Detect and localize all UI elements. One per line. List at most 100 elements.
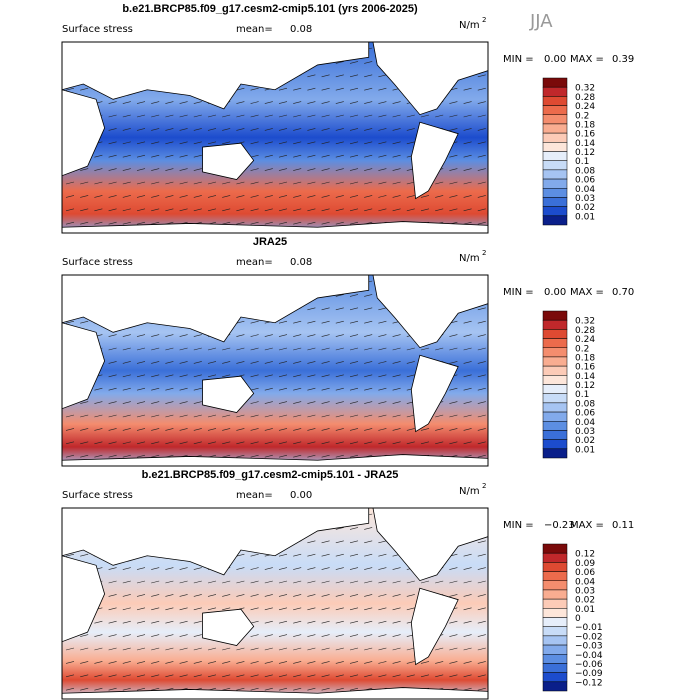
wind-arrow [250,647,259,651]
wind-arrow [378,347,387,351]
wind-arrow [420,208,430,212]
wind-arrow [307,141,316,145]
wind-arrow [463,347,472,351]
land [61,274,370,343]
wind-arrow [392,414,401,418]
wind-arrow [222,208,231,212]
wind-arrow [349,208,359,212]
wind-arrow [293,441,302,445]
wind-arrow [278,647,288,651]
map-frame [61,507,489,700]
wind-arrow [364,647,373,651]
wind-arrow [65,320,75,324]
wind-arrow [349,387,359,391]
wind-arrow [378,101,387,104]
land [202,142,255,180]
wind-arrow [122,634,131,637]
wind-arrow [378,334,387,337]
wind-arrow [165,101,174,104]
land [202,608,255,646]
wind-arrow [392,334,401,337]
wind-arrow [136,168,146,171]
wind-arrow [222,128,231,131]
wind-arrow [136,580,146,584]
wind-arrow [179,334,188,337]
units-exponent: 2 [482,249,486,257]
wind-arrow [364,114,373,118]
wind-arrow [477,154,486,158]
wind-arrow [392,195,401,198]
wind-arrow [349,401,359,404]
colorbar-label: 0.06 [575,568,595,578]
wind-arrow [307,414,316,418]
wind-arrow [335,294,344,297]
wind-arrow [278,414,288,418]
wind-arrow [236,361,245,364]
wind-arrow [321,320,330,324]
wind-arrow [264,128,273,131]
wind-arrow [335,181,344,185]
wind-arrow [122,334,131,337]
wind-arrow [193,661,202,664]
wind-arrow [435,580,444,584]
colorbar-label: −0.01 [575,623,603,633]
wind-arrow [80,454,89,458]
wind-arrow [364,594,373,597]
wind-arrow [136,114,146,118]
wind-arrow [321,540,330,544]
wind-arrow [222,221,231,225]
wind-arrow [293,661,302,664]
wind-arrow [108,580,117,584]
land [410,354,459,433]
wind-arrow [80,87,89,91]
wind-arrow [420,114,430,118]
wind-arrow [307,307,316,311]
wind-arrow [449,101,458,104]
wind-arrow [335,221,344,225]
wind-arrow [264,647,273,651]
wind-arrow [108,208,117,212]
wind-arrow [378,661,387,664]
wind-arrow [449,168,458,171]
wind-arrow [477,634,486,637]
wind-arrow [278,334,288,337]
wind-arrow [307,154,316,158]
wind-arrow [136,387,146,391]
wind-arrow [378,441,387,445]
wind-arrow [151,687,160,691]
wind-arrow [477,387,486,391]
wind-arrow [250,607,259,611]
wind-arrow [307,620,316,624]
max-value: 0.39 [612,54,634,65]
wind-arrow [463,141,472,145]
wind-arrow [463,320,472,324]
wind-arrow [293,674,302,678]
wind-arrow [449,428,458,431]
wind-arrow [80,181,89,185]
wind-arrow [335,87,344,91]
wind-arrow [406,347,415,351]
wind-arrow [222,580,231,584]
wind-arrow [108,154,117,158]
wind-arrow [321,208,330,212]
wind-arrow [136,647,146,651]
panel-title: b.e21.BRCP85.f09_g17.cesm2-cmip5.101 (yr… [122,3,418,15]
wind-arrow [463,181,472,185]
wind-arrow [463,414,472,418]
wind-arrow [179,374,188,378]
wind-arrow [151,661,160,664]
wind-arrow [207,141,217,145]
wind-arrow [349,168,359,171]
wind-arrow [364,661,373,664]
wind-arrow [65,195,75,198]
wind-arrow [392,567,401,570]
wind-arrow [236,181,245,185]
colorbar-box [542,206,568,217]
wind-arrow [264,101,273,104]
wind-arrow [378,414,387,418]
wind-arrow [321,580,330,584]
mean-value: 0.08 [290,257,312,268]
wind-arrow [293,454,302,458]
wind-arrow [151,454,160,458]
wind-arrow [364,195,373,198]
